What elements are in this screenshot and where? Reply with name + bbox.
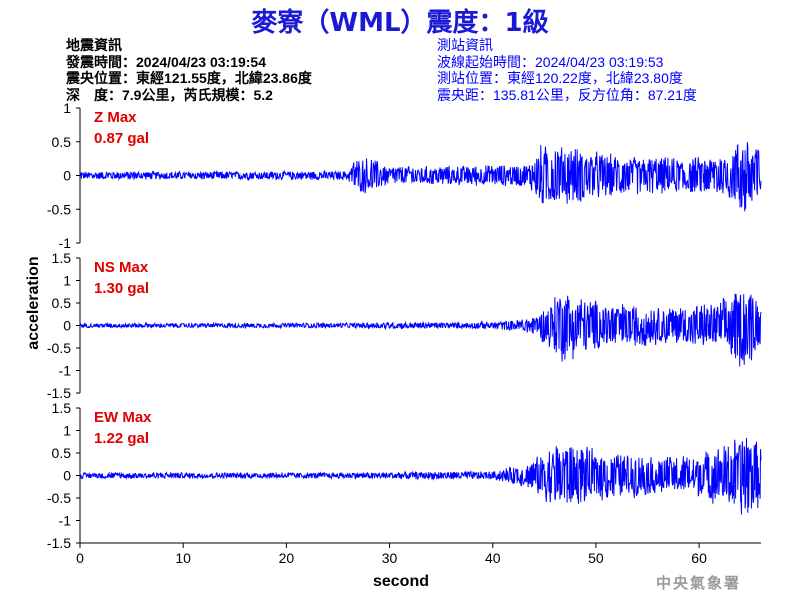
y-tick-label-z: 0.5 [52, 134, 72, 150]
y-tick-label-ns: -1 [59, 363, 72, 379]
epicentral-distance: 震央距：135.81公里，反方位角：87.21度 [437, 86, 697, 103]
y-tick-label-ew: 1 [63, 423, 71, 439]
station-info: 測站資訊 波線起始時間：2024/04/23 03:19:53 測站位置：東經1… [437, 37, 697, 103]
x-tick-label: 10 [175, 550, 191, 566]
epicenter-location: 震央位置：東經121.55度，北緯23.86度 [66, 70, 312, 86]
station-info-heading: 測站資訊 [437, 37, 493, 53]
y-tick-label-ew: -1.5 [47, 535, 71, 551]
x-tick-label: 50 [588, 550, 604, 566]
page-title: 麥寮（WML）震度：1級 [251, 8, 549, 38]
max-value-ns: 1.30 gal [94, 280, 149, 297]
depth-magnitude: 深 度：7.9公里，芮氏規模：5.2 [66, 86, 273, 103]
y-tick-label-ew: -1 [59, 513, 72, 529]
y-tick-label-ns: -1.5 [47, 385, 71, 401]
y-tick-label-ns: 0 [63, 318, 71, 334]
origin-time: 發震時間：2024/04/23 03:19:54 [66, 53, 266, 70]
y-tick-label-ns: 0.5 [52, 295, 72, 311]
earthquake-info: 地震資訊 發震時間：2024/04/23 03:19:54 震央位置：東經121… [66, 37, 312, 103]
waveform-z [79, 142, 762, 212]
x-tick-label: 60 [691, 550, 707, 566]
y-tick-label-z: -1 [59, 235, 72, 251]
y-tick-label-z: 1 [63, 100, 71, 116]
x-tick-label: 30 [382, 550, 398, 566]
y-tick-label-ew: 0 [63, 468, 71, 484]
x-tick-label: 0 [76, 550, 84, 566]
waveform-ns [79, 293, 762, 367]
y-axis-title: acceleration [25, 256, 42, 349]
station-location: 測站位置：東經120.22度，北緯23.80度 [437, 70, 683, 86]
x-axis-title: second [373, 573, 429, 590]
max-label-ew: EW Max [94, 409, 152, 426]
y-tick-label-ns: -0.5 [47, 340, 71, 356]
y-tick-label-z: -0.5 [47, 201, 71, 217]
max-value-ew: 1.22 gal [94, 430, 149, 447]
x-tick-label: 40 [485, 550, 501, 566]
max-label-ns: NS Max [94, 259, 149, 276]
y-tick-label-z: 0 [63, 168, 71, 184]
y-tick-label-ew: -0.5 [47, 490, 71, 506]
cwa-watermark: 中央氣象署 [656, 574, 742, 592]
waveform-start-time: 波線起始時間：2024/04/23 03:19:53 [437, 53, 664, 70]
max-label-z: Z Max [94, 109, 137, 126]
waveform-ew [79, 437, 762, 515]
x-tick-label: 20 [279, 550, 295, 566]
y-tick-label-ew: 0.5 [52, 445, 72, 461]
y-tick-label-ew: 1.5 [52, 400, 72, 416]
y-tick-label-ns: 1 [63, 273, 71, 289]
y-tick-label-ns: 1.5 [52, 250, 72, 266]
max-value-z: 0.87 gal [94, 130, 149, 147]
earthquake-info-heading: 地震資訊 [66, 37, 122, 53]
